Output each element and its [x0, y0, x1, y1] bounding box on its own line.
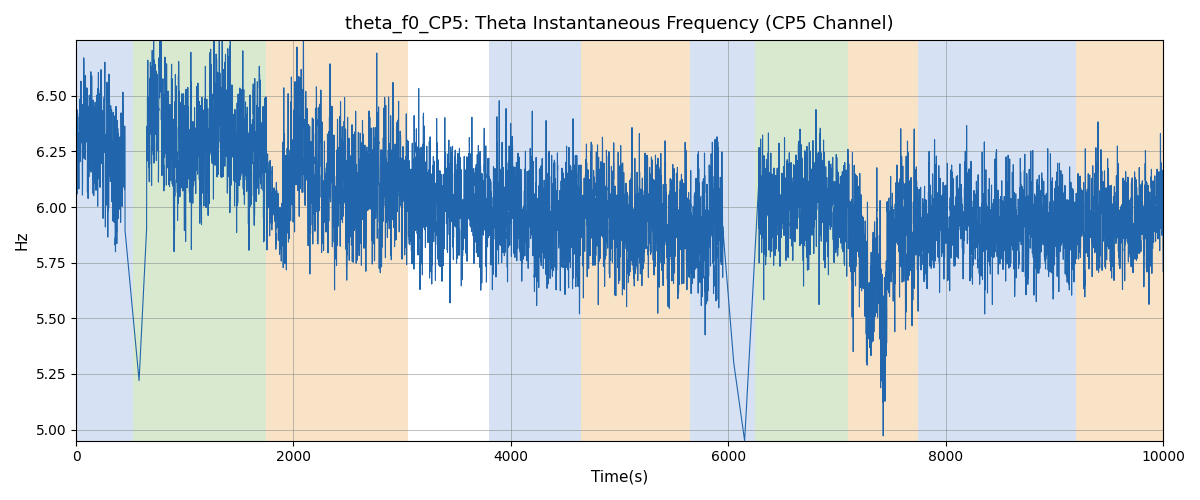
- X-axis label: Time(s): Time(s): [590, 470, 648, 485]
- Bar: [582, 40, 690, 440]
- Bar: [690, 40, 722, 440]
- Bar: [490, 40, 582, 440]
- Y-axis label: Hz: Hz: [14, 230, 30, 250]
- Bar: [848, 40, 918, 440]
- Title: theta_f0_CP5: Theta Instantaneous Frequency (CP5 Channel): theta_f0_CP5: Theta Instantaneous Freque…: [346, 15, 894, 34]
- Bar: [722, 40, 756, 440]
- Bar: [132, 40, 266, 440]
- Bar: [756, 40, 848, 440]
- Bar: [266, 40, 408, 440]
- Bar: [918, 40, 1076, 440]
- Bar: [1076, 40, 1163, 440]
- Bar: [76, 40, 132, 440]
